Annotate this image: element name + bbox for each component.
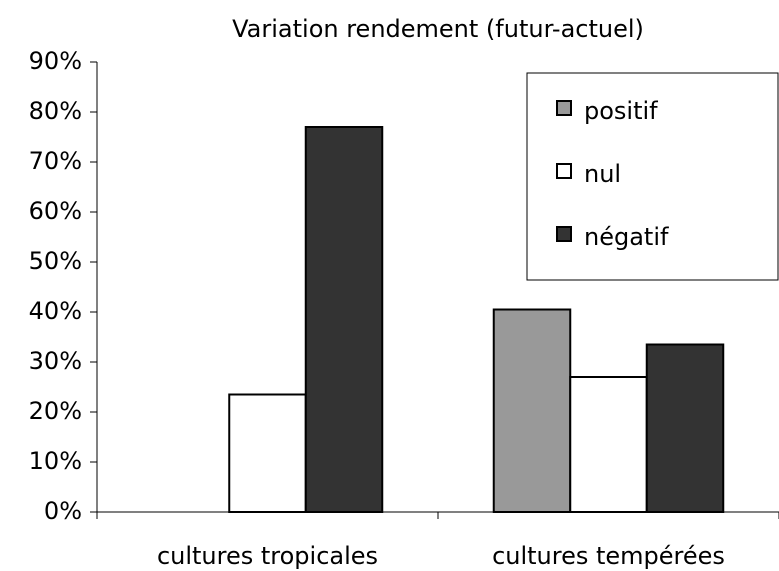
legend-swatch xyxy=(556,226,572,242)
legend-swatch xyxy=(556,100,572,116)
y-tick-label: 80% xyxy=(29,97,82,125)
y-tick-label: 60% xyxy=(29,197,82,225)
legend-label: positif xyxy=(584,97,658,125)
y-tick-label: 40% xyxy=(29,297,82,325)
legend-label: nul xyxy=(584,160,621,188)
chart-title: Variation rendement (futur-actuel) xyxy=(232,15,644,43)
x-tick-label: cultures tropicales xyxy=(157,542,378,570)
y-tick-label: 30% xyxy=(29,347,82,375)
y-tick-label: 10% xyxy=(29,447,82,475)
bar xyxy=(228,393,307,513)
bar xyxy=(569,376,648,513)
bar xyxy=(645,343,725,513)
y-tick-label: 90% xyxy=(29,47,82,75)
legend-swatch xyxy=(556,163,572,179)
bar xyxy=(492,308,572,513)
legend-label: négatif xyxy=(584,223,669,251)
x-tick-label: cultures tempérées xyxy=(492,542,725,570)
bar xyxy=(304,126,384,513)
y-tick-label: 70% xyxy=(29,147,82,175)
y-tick-label: 50% xyxy=(29,247,82,275)
y-tick-label: 0% xyxy=(44,497,82,525)
y-tick-label: 20% xyxy=(29,397,82,425)
